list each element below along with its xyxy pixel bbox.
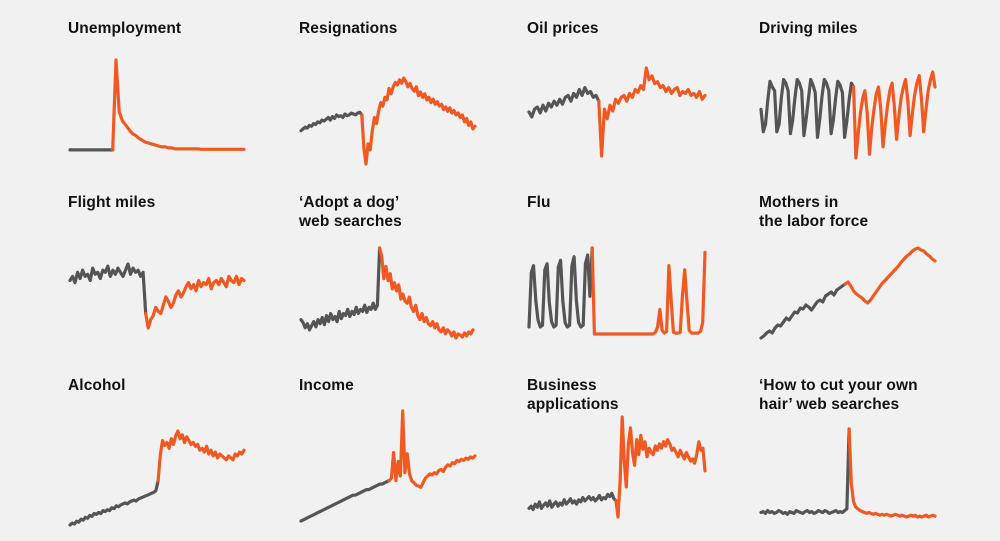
chart-panel: Mothers in the labor force: [759, 193, 959, 358]
chart-title: ‘How to cut your own hair’ web searches: [759, 376, 959, 414]
series-line-after: [599, 68, 705, 156]
chart-title: Unemployment: [68, 19, 268, 38]
chart-title: Driving miles: [759, 19, 959, 38]
chart-title: Flight miles: [68, 193, 268, 212]
line-chart: [299, 245, 479, 341]
chart-title: ‘Adopt a dog’ web searches: [299, 193, 499, 231]
line-chart: [68, 428, 248, 528]
chart-title: Mothers in the labor force: [759, 193, 959, 231]
chart-panel: Driving miles: [759, 19, 959, 184]
series-line-before: [301, 481, 389, 521]
series-line-before: [70, 264, 146, 314]
chart-panel: Income: [299, 376, 499, 541]
line-chart: [527, 245, 707, 337]
series-line-after: [146, 276, 244, 328]
chart-title: Business applications: [527, 376, 727, 414]
line-chart: [527, 414, 707, 520]
line-chart: [68, 57, 248, 153]
chart-panel: Flu: [527, 193, 727, 358]
series-line-after: [854, 72, 935, 158]
series-line-after: [389, 411, 475, 487]
series-line-before: [761, 429, 849, 514]
chart-title: Oil prices: [527, 19, 727, 38]
series-line-before: [529, 248, 592, 327]
chart-title: Resignations: [299, 19, 499, 38]
line-chart: [759, 426, 939, 520]
chart-title: Alcohol: [68, 376, 268, 395]
series-line-before: [529, 493, 616, 509]
series-line-before: [529, 88, 599, 117]
series-line-before: [70, 481, 158, 525]
small-multiples-grid: Unemployment Resignations Oil prices Drivin…: [0, 0, 1000, 523]
line-chart: [68, 261, 248, 331]
series-line-after: [113, 60, 244, 150]
series-line-after: [362, 78, 475, 164]
line-chart: [527, 65, 707, 159]
line-chart: [759, 69, 939, 161]
chart-panel: ‘Adopt a dog’ web searches: [299, 193, 499, 358]
series-line-after: [380, 248, 473, 338]
chart-panel: Flight miles: [68, 193, 268, 358]
series-line-after: [616, 417, 705, 517]
line-chart: [299, 408, 479, 524]
series-line-before: [301, 248, 380, 330]
line-chart: [759, 245, 939, 341]
series-line-after: [158, 431, 244, 481]
chart-panel: ‘How to cut your own hair’ web searches: [759, 376, 959, 541]
chart-title: Income: [299, 376, 499, 395]
series-line-before: [761, 284, 845, 338]
series-line-before: [301, 112, 362, 131]
series-line-after: [849, 429, 935, 517]
line-chart: [299, 75, 479, 167]
chart-panel: Unemployment: [68, 19, 268, 184]
chart-title: Flu: [527, 193, 727, 212]
series-line-before: [761, 80, 854, 138]
series-line-after: [592, 248, 705, 334]
chart-panel: Oil prices: [527, 19, 727, 184]
chart-panel: Alcohol: [68, 376, 268, 541]
series-line-after: [845, 248, 935, 303]
chart-panel: Resignations: [299, 19, 499, 184]
chart-panel: Business applications: [527, 376, 727, 541]
